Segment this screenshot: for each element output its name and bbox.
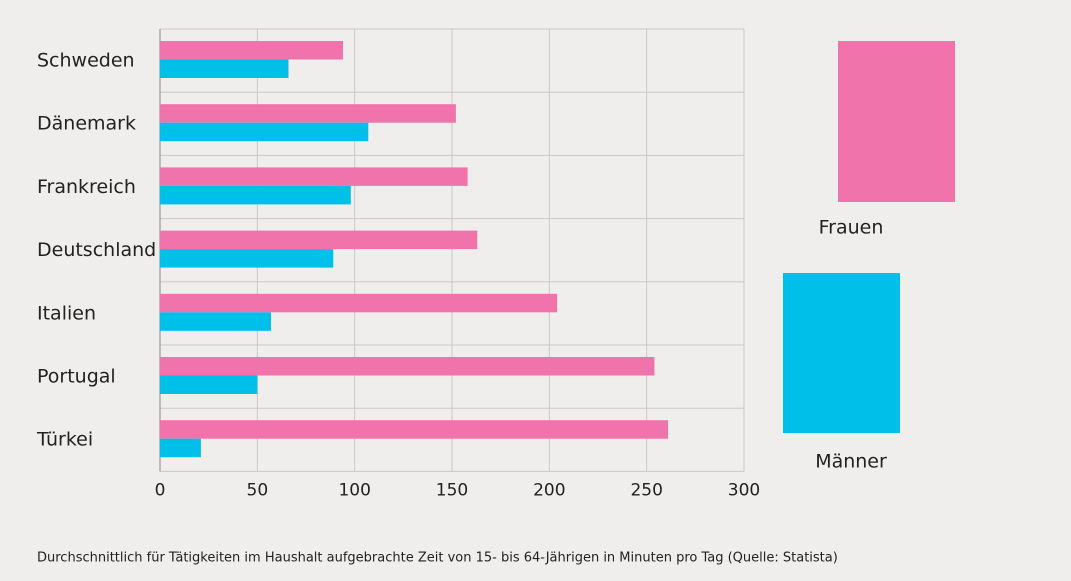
bar	[160, 249, 334, 268]
y-tick-label: Portugal	[37, 366, 116, 388]
legend-label: Frauen	[819, 217, 884, 239]
bar	[160, 230, 478, 250]
bar	[160, 41, 343, 60]
y-tick-label: Dänemark	[37, 113, 136, 135]
caption: Durchschnittlich für Tätigkeiten im Haus…	[37, 551, 838, 566]
bar	[160, 167, 468, 186]
bar	[160, 59, 289, 78]
bar	[160, 438, 201, 458]
y-tick-label: Schweden	[37, 50, 135, 72]
bar	[160, 293, 558, 313]
y-tick-label: Türkei	[36, 429, 93, 451]
bar	[160, 312, 271, 331]
y-tick-label: Italien	[37, 302, 96, 324]
y-tick-label: Deutschland	[37, 239, 156, 261]
x-tick-label: 300	[728, 480, 760, 500]
bar	[160, 185, 351, 205]
legend-label: Männer	[815, 451, 887, 473]
y-tick-label: Frankreich	[37, 176, 136, 198]
legend-swatch	[783, 273, 900, 433]
x-tick-label: 50	[247, 480, 269, 500]
x-tick-label: 100	[338, 480, 370, 500]
bar	[160, 357, 655, 376]
bar	[160, 122, 369, 142]
x-tick-label: 150	[436, 480, 468, 500]
x-tick-label: 250	[630, 480, 662, 500]
bar	[160, 104, 456, 123]
legend-swatch	[838, 41, 955, 202]
x-tick-label: 0	[155, 480, 166, 500]
x-tick-label: 200	[533, 480, 565, 500]
bar	[160, 420, 669, 439]
bar	[160, 375, 258, 394]
